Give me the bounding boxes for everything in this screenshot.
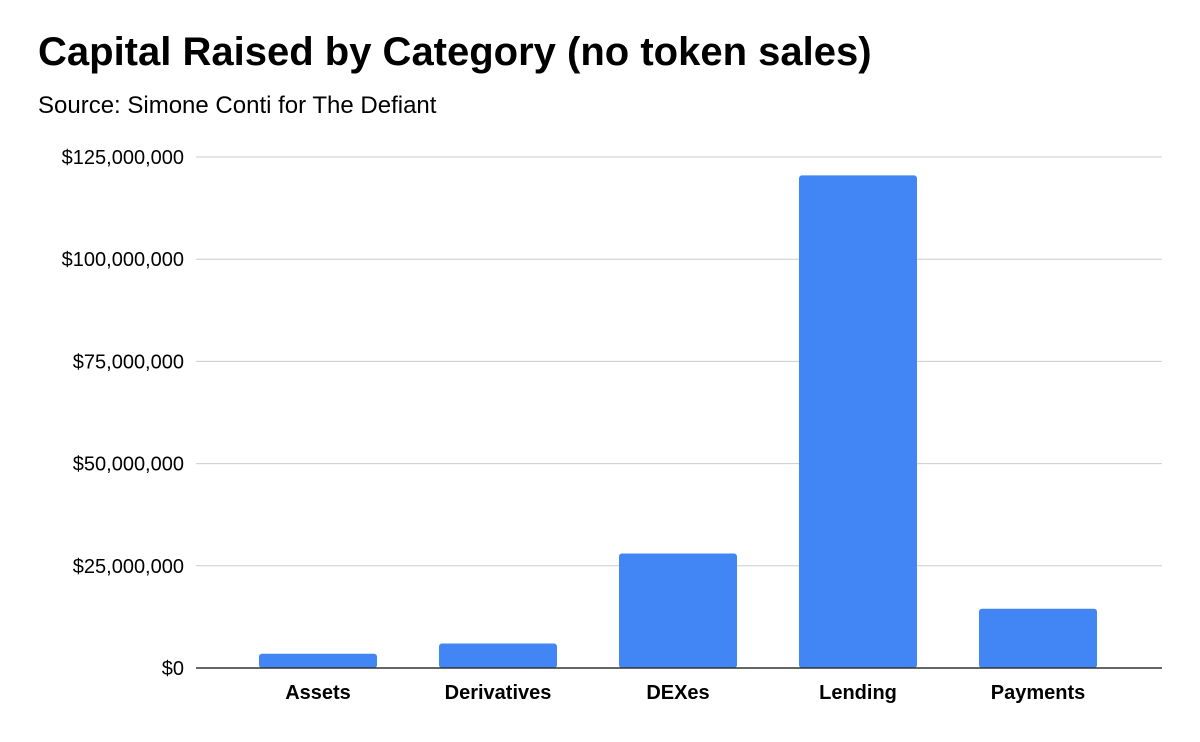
- bar-lending: [799, 175, 917, 668]
- x-axis-tick-labels: Assets Derivatives DEXes Lending Payments: [285, 682, 1085, 704]
- y-axis-tick-labels: $0 $25,000,000 $50,000,000 $75,000,000 $100,…: [62, 147, 184, 680]
- bar-derivatives: [439, 643, 557, 668]
- gridlines: [196, 156, 1162, 567]
- bar-dexes: [619, 553, 737, 668]
- y-tick-label: $100,000,000: [62, 249, 184, 271]
- x-tick-label: DEXes: [646, 682, 709, 704]
- y-tick-label: $25,000,000: [73, 556, 184, 578]
- chart-title: Capital Raised by Category (no token sal…: [38, 30, 872, 74]
- x-tick-label: Assets: [285, 682, 351, 704]
- x-tick-label: Derivatives: [445, 682, 552, 704]
- y-tick-label: $75,000,000: [73, 351, 184, 373]
- y-tick-label: $125,000,000: [62, 147, 184, 169]
- y-tick-label: $50,000,000: [73, 454, 184, 476]
- x-tick-label: Lending: [819, 682, 897, 704]
- y-tick-label: $0: [162, 658, 184, 680]
- x-tick-label: Payments: [991, 682, 1086, 704]
- chart-subtitle: Source: Simone Conti for The Defiant: [38, 92, 437, 119]
- bar-payments: [979, 608, 1097, 668]
- bar-assets: [259, 653, 377, 668]
- bars: [259, 175, 1097, 668]
